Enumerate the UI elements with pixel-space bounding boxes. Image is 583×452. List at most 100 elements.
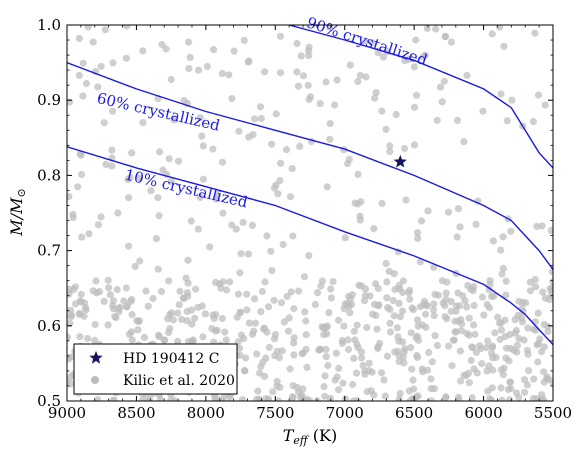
data-point-kilic (368, 368, 376, 376)
data-point-kilic (296, 393, 305, 401)
data-point-kilic (241, 367, 249, 375)
data-point-kilic (109, 59, 117, 67)
data-point-kilic (326, 135, 334, 143)
data-point-kilic (322, 345, 330, 353)
data-point-kilic (293, 39, 301, 48)
data-point-kilic (238, 396, 246, 401)
x-tick-label: 5500 (534, 404, 572, 422)
data-point-kilic (498, 396, 506, 401)
data-point-kilic (375, 301, 383, 309)
data-point-kilic (489, 354, 497, 362)
data-point-kilic (167, 177, 175, 185)
data-point-kilic (464, 369, 473, 377)
data-point-kilic (194, 225, 202, 233)
data-point-kilic (211, 397, 219, 401)
data-point-kilic (382, 259, 390, 268)
data-point-kilic (447, 307, 455, 315)
data-point-kilic (135, 174, 144, 182)
data-point-kilic (534, 91, 543, 99)
y-tick-label: 0.9 (37, 91, 61, 109)
data-point-kilic (289, 393, 297, 401)
data-point-kilic (422, 310, 430, 318)
data-point-kilic (302, 331, 310, 339)
data-point-kilic (524, 324, 532, 332)
data-point-kilic (182, 274, 190, 282)
data-point-kilic (361, 292, 369, 300)
data-point-kilic (386, 319, 394, 327)
y-tick-label: 0.5 (37, 392, 61, 410)
data-point-kilic (470, 301, 478, 310)
data-point-kilic (273, 377, 281, 385)
data-point-kilic (302, 345, 310, 353)
data-point-kilic (322, 78, 330, 86)
data-point-kilic (140, 333, 149, 341)
data-point-kilic (175, 301, 183, 309)
data-point-kilic (544, 328, 552, 336)
data-point-kilic (109, 107, 117, 115)
data-point-kilic (112, 314, 120, 322)
data-point-kilic (186, 53, 194, 62)
data-point-kilic (326, 394, 334, 401)
data-point-kilic (245, 57, 253, 65)
star-layer (393, 154, 407, 168)
data-point-kilic (333, 76, 341, 84)
data-point-kilic (489, 237, 497, 245)
data-point-kilic (497, 246, 505, 254)
data-point-kilic (226, 278, 234, 286)
data-point-kilic (91, 336, 99, 344)
data-point-kilic (396, 313, 404, 321)
data-point-kilic (299, 72, 307, 80)
data-point-kilic (395, 285, 404, 293)
data-point-kilic (533, 341, 541, 349)
data-point-kilic (218, 69, 226, 78)
data-point-kilic (358, 354, 366, 362)
data-point-kilic (195, 66, 203, 74)
data-point-kilic (256, 103, 265, 111)
data-point-kilic (239, 218, 247, 226)
data-point-kilic (295, 287, 303, 295)
data-point-kilic (488, 30, 496, 38)
data-point-kilic (427, 397, 435, 401)
data-point-kilic (108, 146, 116, 154)
legend: HD 190412 C Kilic et al. 2020 (73, 343, 238, 395)
data-point-kilic (547, 226, 553, 234)
legend-label-circle: Kilic et al. 2020 (123, 373, 235, 389)
data-point-kilic (430, 385, 438, 393)
data-point-kilic (433, 116, 441, 124)
data-point-kilic (465, 314, 473, 322)
data-point-kilic (430, 300, 438, 308)
data-point-kilic (254, 387, 262, 395)
data-point-kilic (502, 277, 510, 285)
data-point-kilic (230, 47, 238, 55)
data-point-kilic (94, 83, 102, 91)
data-point-kilic (155, 331, 163, 339)
data-point-kilic (471, 330, 479, 338)
data-point-kilic (392, 110, 400, 119)
data-point-kilic (276, 383, 284, 391)
data-point-kilic (94, 221, 102, 229)
data-point-kilic (538, 348, 546, 356)
data-point-kilic (191, 314, 199, 322)
data-point-kilic (410, 103, 419, 111)
data-point-kilic (257, 308, 265, 316)
data-point-kilic (491, 329, 499, 337)
data-point-kilic (503, 117, 511, 125)
data-point-kilic (188, 320, 196, 328)
data-point-kilic (243, 290, 251, 298)
data-point-kilic (274, 190, 282, 198)
data-point-kilic (374, 284, 382, 293)
data-point-kilic (500, 42, 508, 50)
data-point-kilic (105, 284, 113, 292)
data-point-kilic (67, 192, 73, 201)
data-point-kilic (91, 320, 99, 329)
y-axis-label-main: M/M (7, 197, 26, 237)
data-point-kilic (399, 277, 407, 285)
data-point-kilic (327, 294, 335, 302)
data-point-kilic (409, 306, 417, 314)
data-point-kilic (432, 25, 440, 33)
data-point-kilic (139, 47, 147, 55)
data-point-kilic (199, 333, 207, 341)
data-point-kilic (113, 285, 121, 294)
data-point-kilic (209, 145, 217, 153)
data-point-kilic (344, 345, 353, 354)
